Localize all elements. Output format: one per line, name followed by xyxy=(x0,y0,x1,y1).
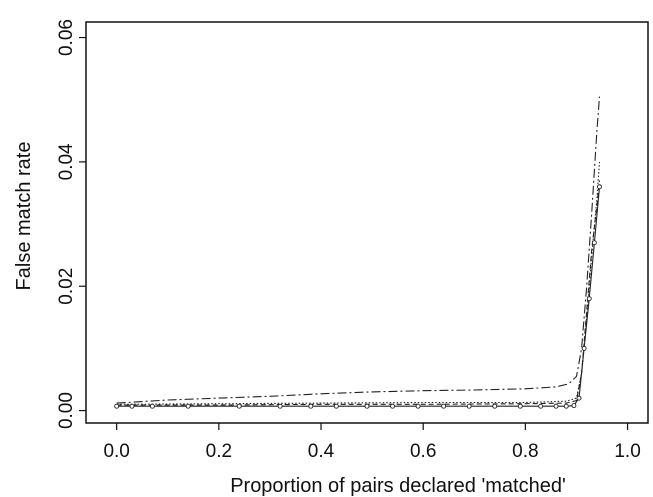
series-1-line xyxy=(116,96,601,404)
series-4-point xyxy=(415,403,421,409)
x-axis: 0.0 0.2 0.4 0.6 0.8 1.0 xyxy=(103,423,641,462)
series-4-point xyxy=(538,403,544,409)
series-4-line xyxy=(116,186,601,407)
series-3-line xyxy=(116,180,601,406)
series-4-point xyxy=(571,403,577,409)
series-4-point xyxy=(236,403,242,409)
y-axis: 0.00 0.02 0.04 0.06 xyxy=(56,19,86,429)
series-4-point xyxy=(277,403,283,409)
plot-frame xyxy=(85,21,649,424)
y-axis-title: False match rate xyxy=(13,142,35,291)
series-4-point xyxy=(129,403,135,409)
x-tick-label: 0.2 xyxy=(206,441,232,462)
series-2-line xyxy=(116,161,601,405)
series-4-point xyxy=(114,403,120,409)
y-tick-label: 0.04 xyxy=(56,143,77,180)
series-4-point xyxy=(364,403,370,409)
series-4-point xyxy=(597,184,602,190)
y-tick-label: 0.02 xyxy=(56,268,77,305)
series-4-point xyxy=(149,403,155,409)
series-2 xyxy=(116,161,601,405)
series-4-point xyxy=(441,403,447,409)
series-4-point xyxy=(576,395,582,401)
series-4 xyxy=(114,184,602,409)
series-4-point xyxy=(563,403,569,409)
series-1 xyxy=(116,96,601,404)
series-4-point xyxy=(581,345,587,351)
x-tick-label: 0.0 xyxy=(103,441,129,462)
series-4-point xyxy=(333,403,339,409)
series-4-point xyxy=(185,403,191,409)
y-tick-label: 0.00 xyxy=(56,392,77,429)
x-tick-label: 0.8 xyxy=(512,441,538,462)
x-axis-title: Proportion of pairs declared 'matched' xyxy=(230,475,566,497)
series-4-point xyxy=(492,403,498,409)
series-4-point xyxy=(308,403,314,409)
series-layer xyxy=(114,96,602,409)
series-4-point xyxy=(466,403,472,409)
y-tick-label: 0.06 xyxy=(56,19,77,56)
series-3 xyxy=(116,180,601,406)
x-tick-label: 1.0 xyxy=(614,441,640,462)
series-4-point xyxy=(591,240,597,246)
x-tick-label: 0.6 xyxy=(410,441,436,462)
series-4-point xyxy=(517,403,523,409)
x-tick-label: 0.4 xyxy=(308,441,335,462)
series-4-point xyxy=(553,403,559,409)
series-4-point xyxy=(586,296,592,302)
series-4-point xyxy=(390,403,395,409)
